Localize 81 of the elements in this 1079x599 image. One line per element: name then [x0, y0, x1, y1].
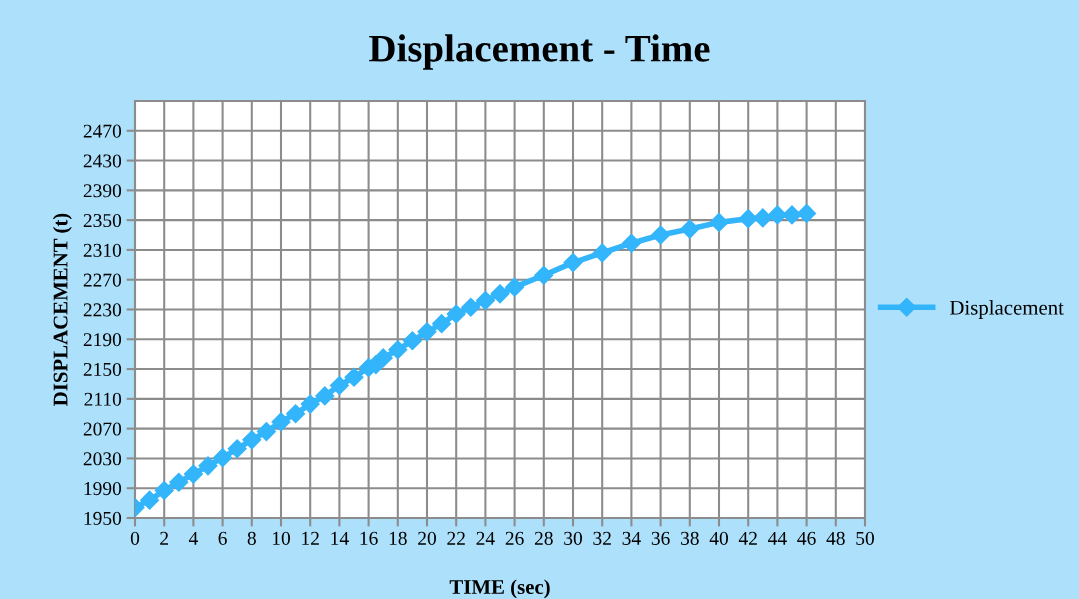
point [417, 322, 437, 342]
x-tick-label: 36 [651, 531, 670, 545]
x-tick-label: 28 [534, 531, 553, 545]
y-tick-label: 2270 [83, 273, 122, 287]
point [709, 212, 729, 232]
y-tick-label: 1950 [84, 511, 122, 525]
point [621, 233, 641, 253]
y-tick-label: 2430 [83, 154, 122, 168]
x-tick-label: 34 [622, 531, 641, 545]
x-tick-label: 48 [826, 531, 845, 545]
y-axis-title: DISPLACEMENT (t) [52, 213, 72, 406]
point [256, 422, 276, 442]
x-tick-label: 42 [738, 531, 757, 545]
x-tick-label: 30 [564, 531, 582, 545]
y-tick-label: 2030 [83, 452, 122, 466]
point [183, 464, 203, 484]
y-tick-label: 2310 [83, 243, 122, 257]
point [738, 209, 758, 229]
point [505, 277, 525, 297]
y-tick-label: 2470 [83, 124, 122, 138]
x-tick-label: 0 [130, 531, 140, 545]
x-tick-label: 6 [218, 531, 227, 545]
y-tick-label: 2390 [83, 184, 122, 198]
point [227, 439, 247, 459]
x-tick-label: 2 [160, 531, 168, 545]
legend-label: Displacement [949, 300, 1064, 320]
x-tick-label: 26 [505, 531, 524, 545]
y-tick-label: 1990 [84, 482, 122, 496]
y-tick-label: 2230 [83, 303, 122, 317]
point [344, 367, 364, 387]
y-tick-label: 2150 [83, 362, 122, 377]
point [388, 340, 408, 360]
point [198, 456, 218, 476]
x-axis-title: TIME (sec) [449, 579, 550, 599]
point [753, 208, 773, 228]
point [271, 412, 291, 432]
x-tick-label: 40 [709, 531, 728, 545]
point [213, 448, 233, 468]
point [402, 331, 422, 351]
point [286, 404, 306, 424]
point [315, 386, 335, 406]
point [461, 297, 481, 317]
point [373, 348, 393, 368]
point [563, 253, 583, 273]
x-tick-label: 44 [768, 531, 787, 545]
point [154, 480, 174, 500]
chart-title: Displacement - Time [369, 34, 710, 70]
y-tick-label: 2110 [84, 392, 122, 406]
point [242, 430, 262, 450]
point [300, 394, 320, 414]
x-tick-label: 20 [418, 531, 436, 545]
point [680, 219, 700, 239]
point [767, 205, 787, 225]
x-tick-label: 46 [797, 531, 816, 545]
y-tick-label: 2070 [83, 422, 122, 436]
x-tick-label: 8 [247, 531, 256, 545]
point [446, 304, 466, 324]
x-tick-label: 32 [593, 531, 611, 545]
point [140, 490, 160, 510]
y-tick-label: 2350 [83, 213, 122, 228]
x-tick-label: 22 [447, 531, 465, 545]
x-tick-label: 38 [681, 531, 699, 545]
y-tick-label: 2190 [83, 333, 122, 347]
x-tick-label: 16 [360, 531, 378, 545]
x-tick-label: 12 [302, 531, 319, 545]
point [782, 205, 802, 225]
x-tick-label: 50 [856, 531, 874, 545]
x-tick-label: 10 [272, 531, 290, 545]
x-tick-label: 14 [331, 531, 349, 545]
x-tick-label: 18 [389, 531, 407, 545]
point [592, 243, 612, 263]
point [329, 375, 349, 395]
point [490, 284, 510, 304]
point [432, 314, 452, 334]
point [797, 203, 817, 223]
point [475, 291, 495, 311]
x-tick-label: 24 [476, 531, 495, 545]
point [169, 472, 189, 492]
point [651, 225, 671, 245]
point [534, 265, 554, 285]
x-tick-label: 4 [188, 531, 198, 545]
